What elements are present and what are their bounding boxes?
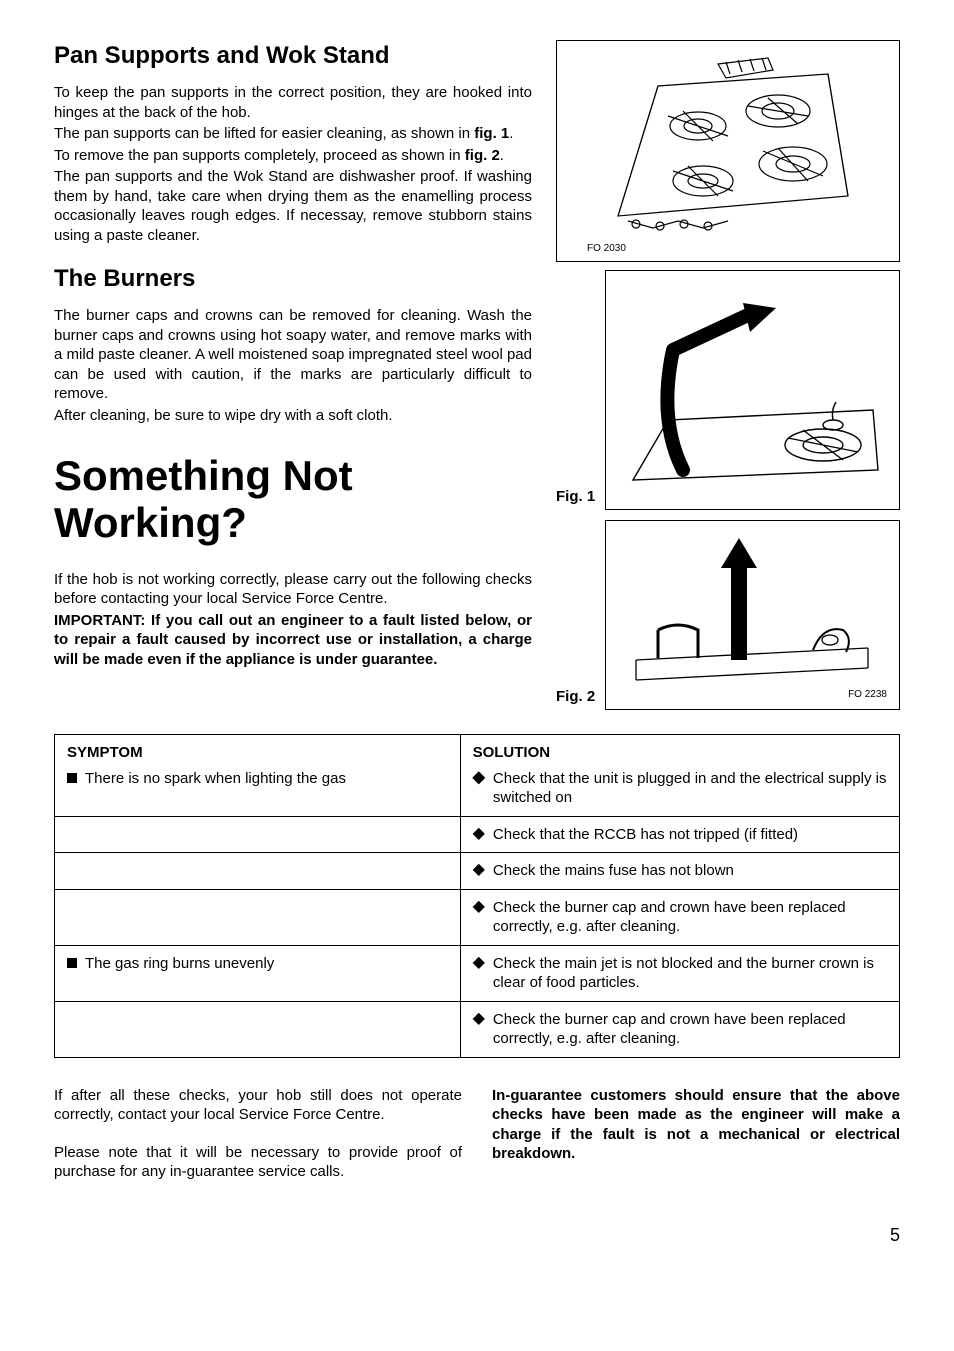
solution-text: Check the mains fuse has not blown [493, 861, 734, 881]
solution-header: SOLUTION [473, 743, 887, 763]
footer-guarantee-text: In-guarantee customers should ensure tha… [492, 1086, 900, 1164]
figure-1-row: Fig. 1 [556, 270, 900, 510]
footer-right-column: In-guarantee customers should ensure tha… [492, 1086, 900, 1184]
para-wipe-dry: After cleaning, be sure to wipe dry with… [54, 406, 532, 426]
diamond-bullet-icon: ◆ [473, 955, 485, 971]
figure-1-bottom-image [605, 270, 900, 510]
diamond-bullet-icon: ◆ [473, 826, 485, 842]
table-row: ◆ Check the burner cap and crown have be… [55, 1001, 900, 1057]
solution-text: Check the burner cap and crown have been… [493, 1010, 887, 1049]
table-row: ◆ Check the mains fuse has not blown [55, 853, 900, 890]
solution-text: Check the burner cap and crown have been… [493, 898, 887, 937]
para-remove-completely: To remove the pan supports completely, p… [54, 146, 532, 166]
left-text-column: Pan Supports and Wok Stand To keep the p… [54, 40, 532, 710]
solution-item: ◆ Check the burner cap and crown have be… [473, 1010, 887, 1049]
solution-item: ◆ Check the main jet is not blocked and … [473, 954, 887, 993]
para-important-charge: IMPORTANT: If you call out an engineer t… [54, 611, 532, 670]
figure-1-label: Fig. 1 [556, 487, 595, 511]
figure-1-top-image: FO 2030 [556, 40, 900, 262]
para-dishwasher: The pan supports and the Wok Stand are d… [54, 167, 532, 245]
pan-supports-paragraphs: To keep the pan supports in the correct … [54, 83, 532, 245]
symptom-text: There is no spark when lighting the gas [85, 769, 346, 789]
solution-item: ◆ Check that the unit is plugged in and … [473, 769, 887, 808]
table-row: The gas ring burns unevenly ◆ Check the … [55, 945, 900, 1001]
para-hinges: To keep the pan supports in the correct … [54, 83, 532, 122]
symptom-text: The gas ring burns unevenly [85, 954, 274, 974]
square-bullet-icon [67, 958, 77, 968]
pan-supports-heading: Pan Supports and Wok Stand [54, 40, 532, 71]
figure-2-code: FO 2238 [848, 688, 887, 701]
figure-2-row: Fig. 2 FO 2238 [556, 520, 900, 710]
symptom-header: SYMPTOM [67, 743, 448, 763]
solution-text: Check the main jet is not blocked and th… [493, 954, 887, 993]
para-checks-first: If the hob is not working correctly, ple… [54, 570, 532, 609]
symptom-item: The gas ring burns unevenly [67, 954, 448, 974]
page-number: 5 [54, 1224, 900, 1247]
solution-item: ◆ Check that the RCCB has not tripped (i… [473, 825, 887, 845]
figure-1-wrap: FO 2030 [556, 40, 900, 262]
footer-proof-text: Please note that it will be necessary to… [54, 1143, 462, 1182]
right-figure-column: FO 2030 Fig. 1 [556, 40, 900, 710]
not-working-heading: Something Not Working? [54, 453, 532, 545]
table-row: ◆ Check the burner cap and crown have be… [55, 889, 900, 945]
solution-item: ◆ Check the mains fuse has not blown [473, 861, 887, 881]
diamond-bullet-icon: ◆ [473, 862, 485, 878]
solution-text: Check that the RCCB has not tripped (if … [493, 825, 798, 845]
diamond-bullet-icon: ◆ [473, 899, 485, 915]
figure-1-top-code: FO 2030 [587, 242, 626, 255]
footer-left-column: If after all these checks, your hob stil… [54, 1086, 462, 1184]
diamond-bullet-icon: ◆ [473, 770, 485, 786]
table-header-row: SYMPTOM There is no spark when lighting … [55, 735, 900, 817]
table-row: ◆ Check that the RCCB has not tripped (i… [55, 816, 900, 853]
solution-text: Check that the unit is plugged in and th… [493, 769, 887, 808]
figure-2-image: FO 2238 [605, 520, 900, 710]
upper-two-column-layout: Pan Supports and Wok Stand To keep the p… [54, 40, 900, 710]
square-bullet-icon [67, 773, 77, 783]
pan-support-remove-illustration-icon [618, 530, 888, 700]
burners-paragraphs: The burner caps and crowns can be remove… [54, 306, 532, 425]
burners-heading: The Burners [54, 263, 532, 294]
figure-2-label: Fig. 2 [556, 687, 595, 711]
footer-contact-text: If after all these checks, your hob stil… [54, 1086, 462, 1125]
para-burner-cleaning: The burner caps and crowns can be remove… [54, 306, 532, 404]
hob-top-illustration-icon [598, 56, 858, 246]
not-working-paragraphs: If the hob is not working correctly, ple… [54, 570, 532, 670]
diamond-bullet-icon: ◆ [473, 1011, 485, 1027]
symptom-item: There is no spark when lighting the gas [67, 769, 448, 789]
para-lift-cleaning: The pan supports can be lifted for easie… [54, 124, 532, 144]
solution-item: ◆ Check the burner cap and crown have be… [473, 898, 887, 937]
troubleshooting-table: SYMPTOM There is no spark when lighting … [54, 734, 900, 1058]
footer-two-column: If after all these checks, your hob stil… [54, 1086, 900, 1184]
pan-support-lift-illustration-icon [618, 280, 888, 500]
